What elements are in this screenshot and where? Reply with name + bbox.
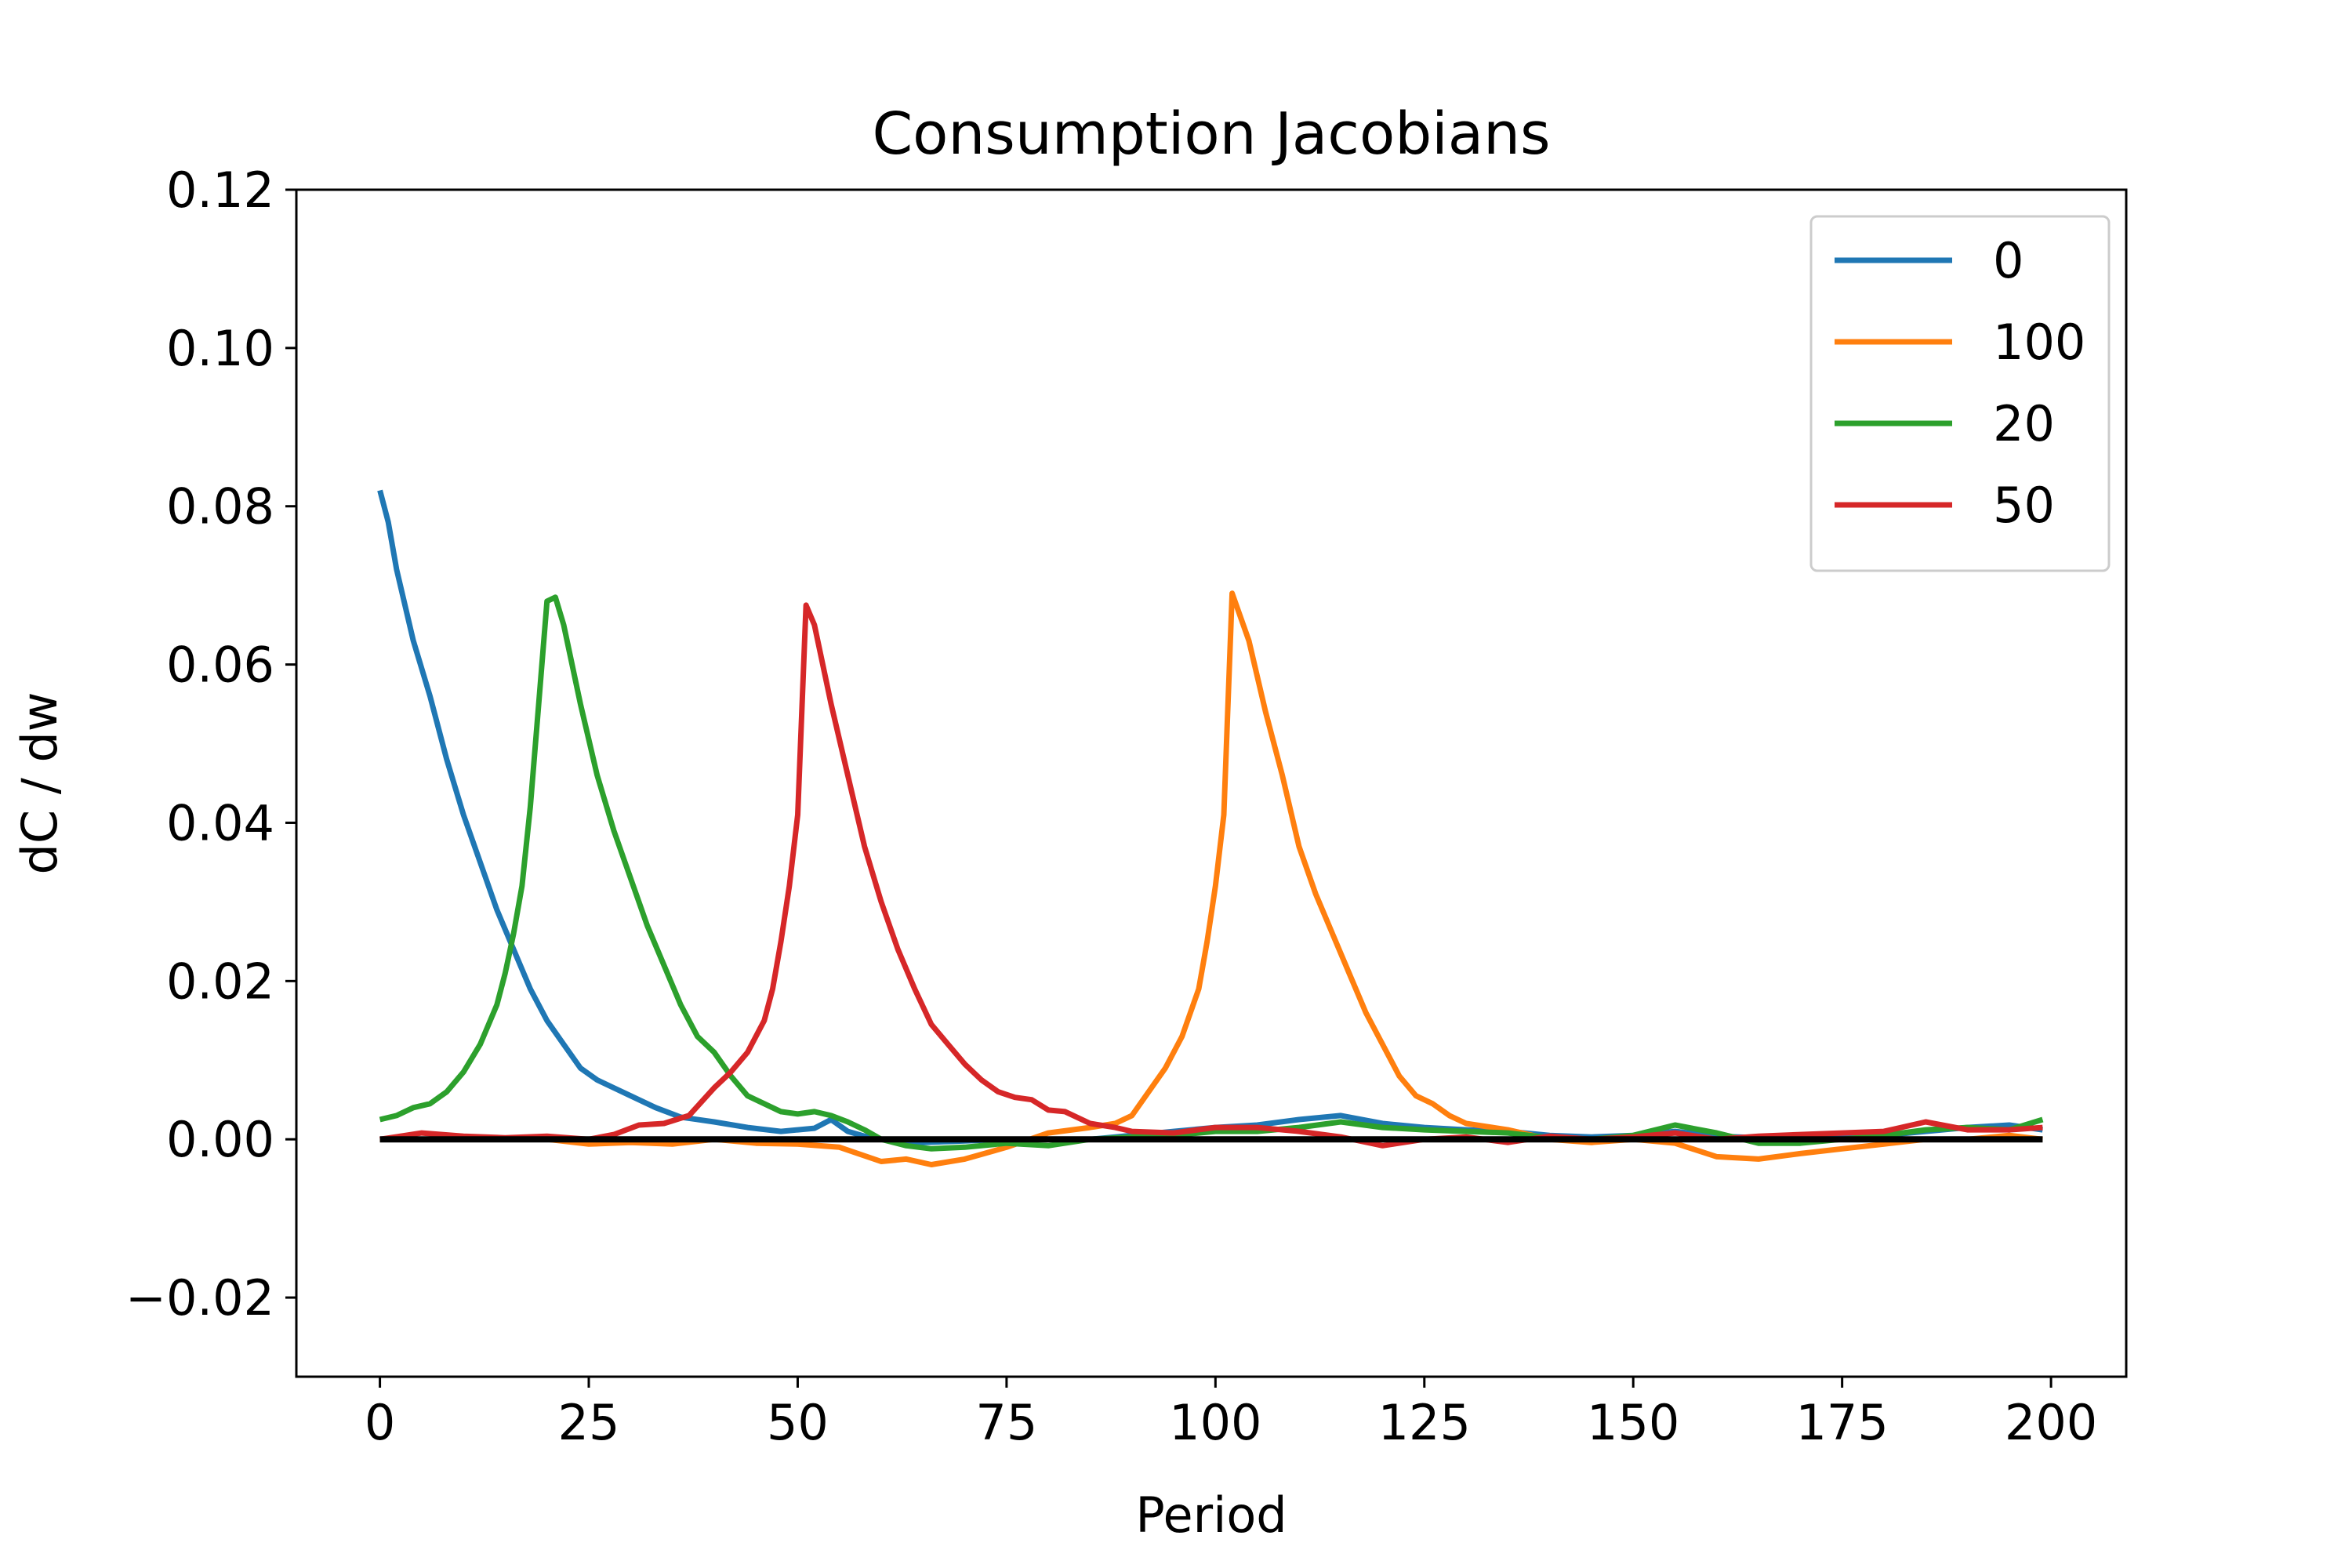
x-tick-label: 200 bbox=[2005, 1394, 2097, 1451]
chart-title: Consumption Jacobians bbox=[872, 100, 1550, 168]
y-tick-label: 0.12 bbox=[166, 162, 274, 219]
series-line-100 bbox=[379, 590, 2043, 1167]
ticks-layer: 0 25 50 75 100 125 150 175 200−0.020.000.020.040… bbox=[125, 162, 2097, 1451]
y-tick-label: 0.02 bbox=[166, 953, 274, 1010]
x-tick-label: 25 bbox=[558, 1394, 620, 1451]
y-axis-label: dC / dw bbox=[11, 691, 68, 874]
legend-label-0: 0 bbox=[1993, 232, 2024, 289]
x-tick-label: 175 bbox=[1795, 1394, 1888, 1451]
y-tick-label: 0.04 bbox=[166, 794, 274, 851]
x-tick-label: 0 bbox=[365, 1394, 395, 1451]
legend-label-100: 100 bbox=[1993, 314, 2085, 371]
y-tick-label: −0.02 bbox=[125, 1269, 274, 1327]
x-tick-label: 75 bbox=[975, 1394, 1037, 1451]
legend-label-50: 50 bbox=[1993, 477, 2055, 534]
x-tick-label: 50 bbox=[767, 1394, 829, 1451]
x-tick-label: 150 bbox=[1587, 1394, 1679, 1451]
legend-label-20: 20 bbox=[1993, 395, 2055, 452]
series-layer bbox=[377, 489, 2044, 1167]
plot-frame bbox=[295, 188, 2128, 1378]
x-tick-label: 125 bbox=[1378, 1394, 1471, 1451]
y-tick-label: 0.06 bbox=[166, 637, 274, 694]
legend-box bbox=[1809, 215, 2111, 572]
y-tick-label: 0.10 bbox=[166, 320, 274, 377]
y-tick-label: 0.00 bbox=[166, 1111, 274, 1168]
x-axis-label: Period bbox=[1135, 1486, 1287, 1544]
y-tick-label: 0.08 bbox=[166, 478, 274, 535]
legend: 0 100 20 50 bbox=[1809, 215, 2111, 572]
x-tick-label: 100 bbox=[1169, 1394, 1261, 1451]
